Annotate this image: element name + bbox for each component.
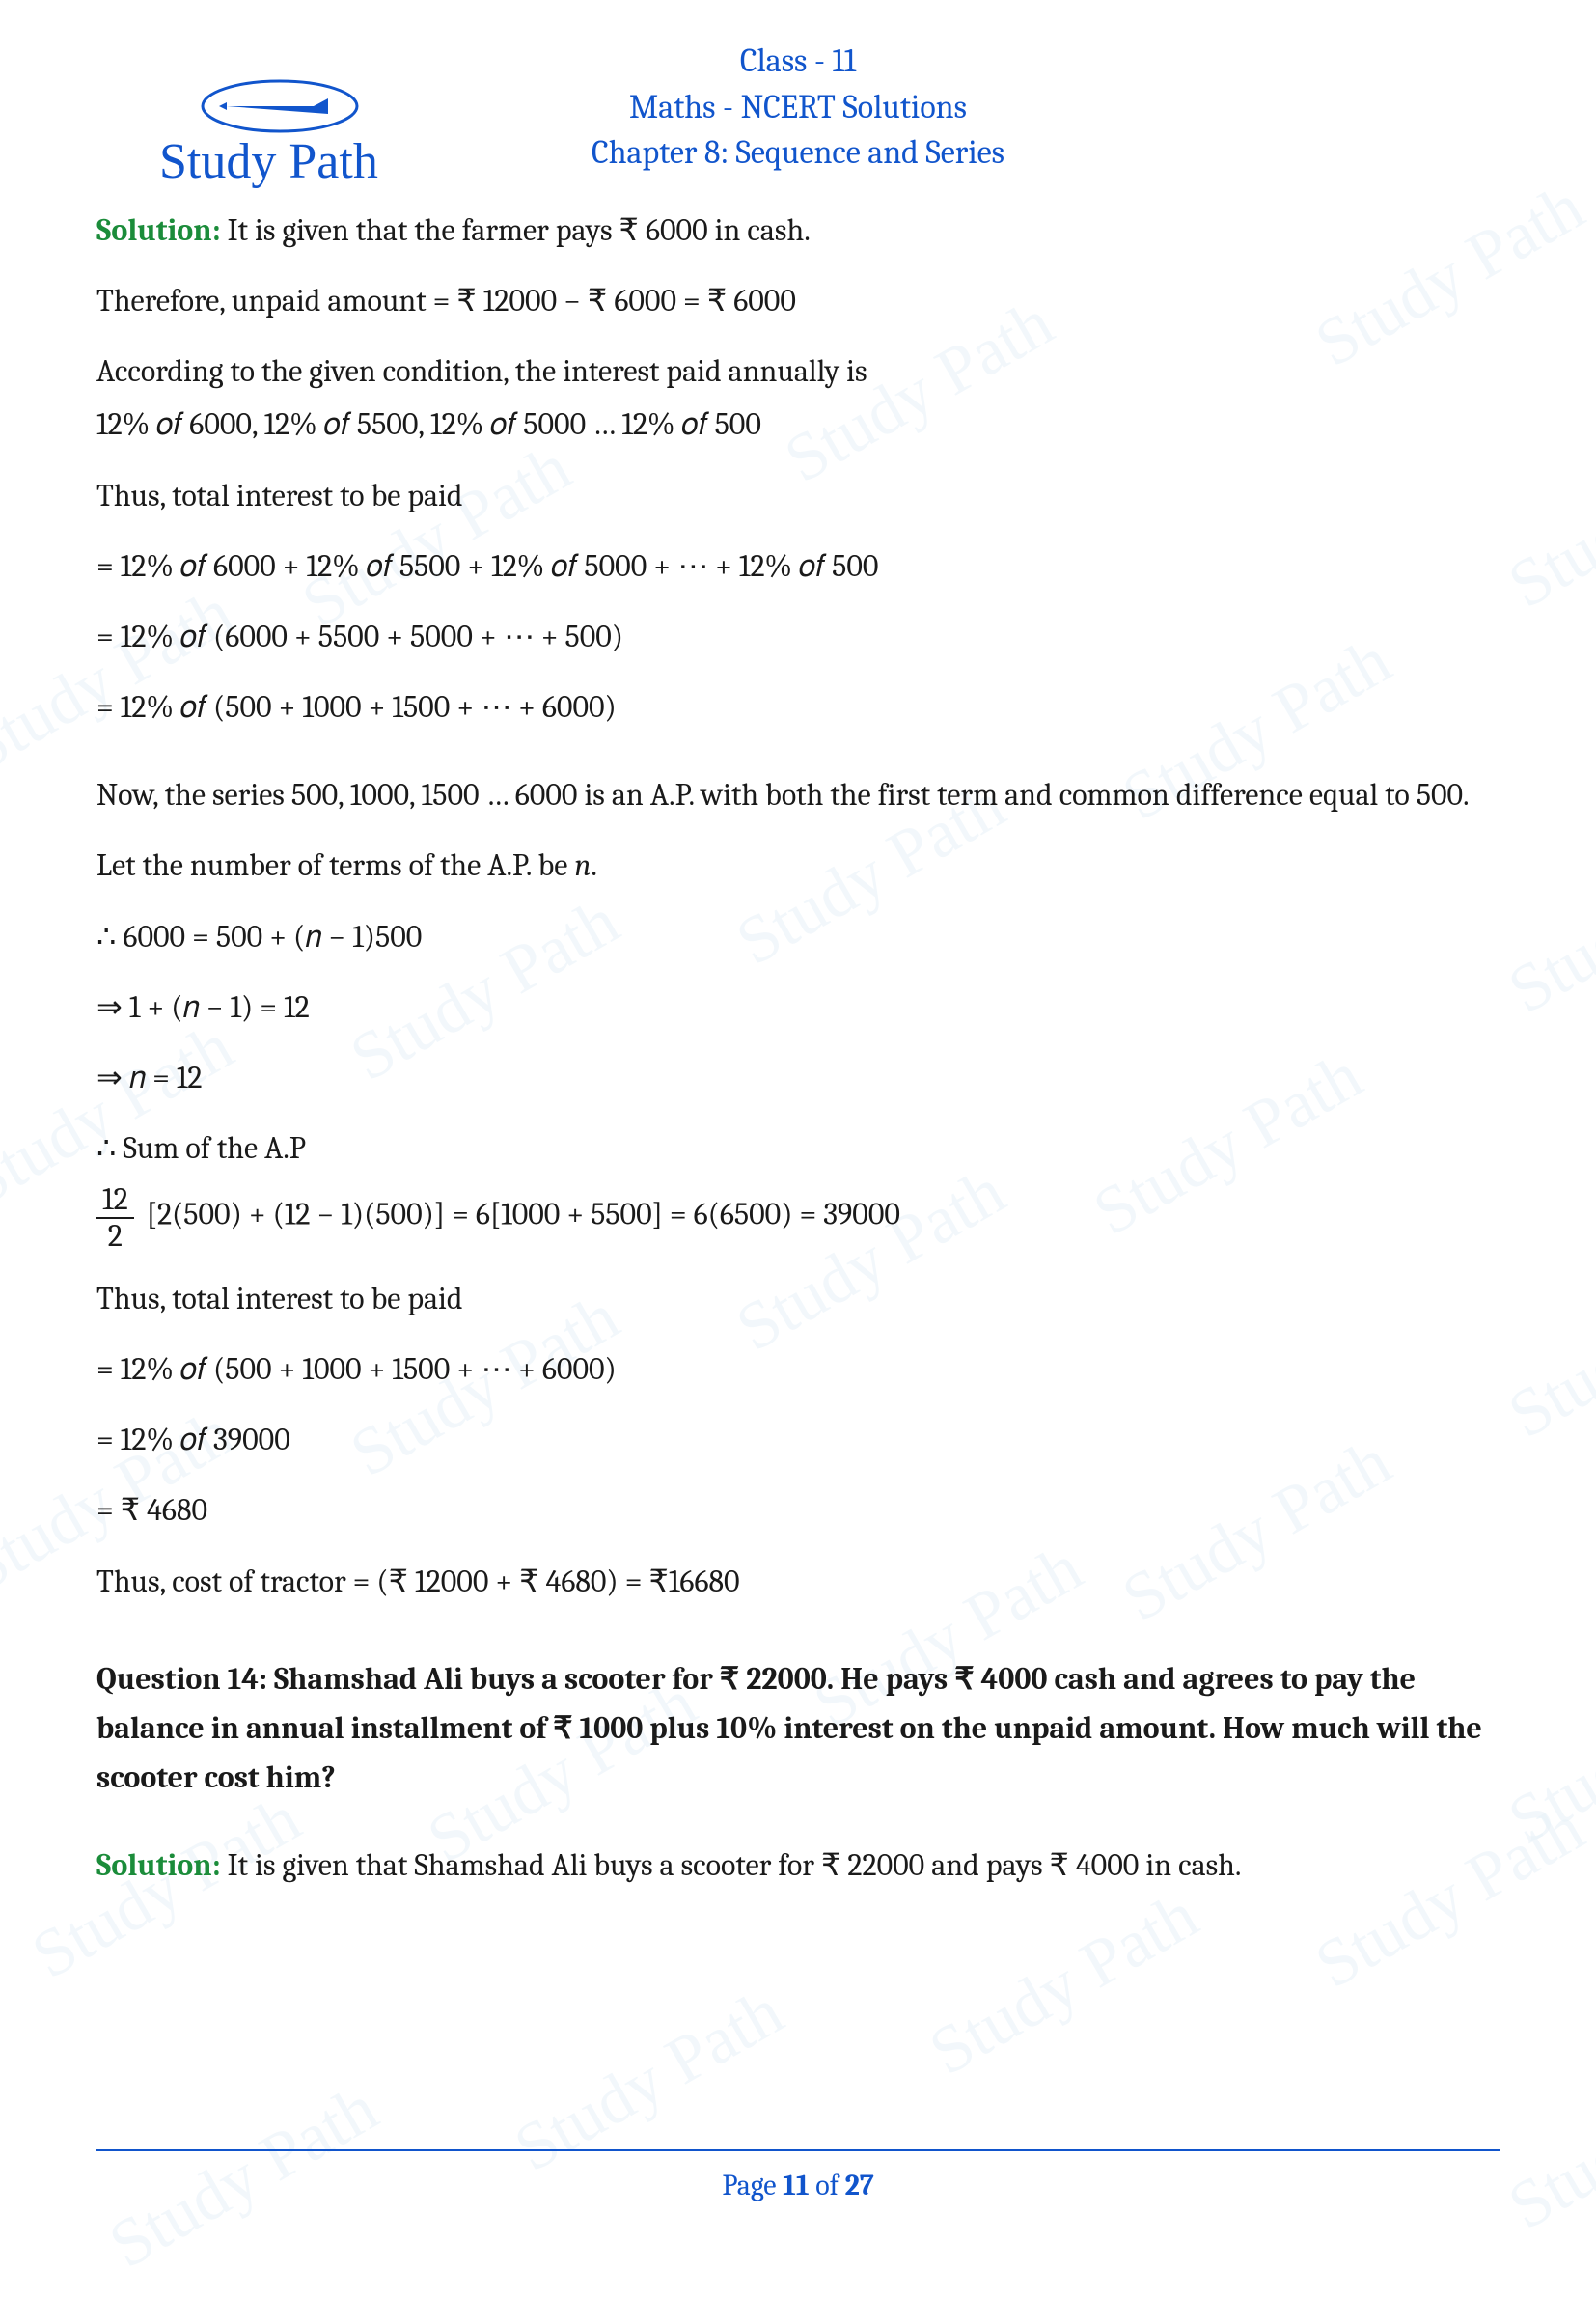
text-line: Let the number of terms of the A.P. be n…: [96, 841, 1500, 890]
fraction: 12 2: [96, 1182, 134, 1252]
watermark: Study Path: [1488, 802, 1596, 1043]
watermark: Study Path: [1488, 2018, 1596, 2259]
math-line: = 12% 𝑜𝑓 (500 + 1000 + 1500 + ⋯ + 6000): [96, 682, 1500, 732]
math-line: ⇒ 𝑛 = 12: [96, 1053, 1500, 1102]
math-line: = 12% 𝑜𝑓 (6000 + 5500 + 5000 + ⋯ + 500): [96, 612, 1500, 661]
text-line: Therefore, unpaid amount = ₹ 12000 − ₹ 6…: [96, 276, 1500, 325]
text: .: [591, 847, 597, 883]
text-line: Thus, cost of tractor = (₹ 12000 + ₹ 468…: [96, 1557, 1500, 1606]
text-line: According to the given condition, the in…: [96, 346, 1500, 396]
text-line: Now, the series 500, 1000, 1500 … 6000 i…: [96, 770, 1500, 819]
page-footer: Page 11 of 27: [0, 2149, 1596, 2209]
text-line: Thus, total interest to be paid: [96, 471, 1500, 520]
math-line: ∴ 6000 = 500 + (𝑛 − 1)500: [96, 912, 1500, 961]
logo: Study Path: [159, 68, 381, 179]
page-current: 11: [783, 2169, 809, 2202]
denominator: 2: [96, 1219, 134, 1253]
math-rest: [2(500) + (12 − 1)(500)] = 6[1000 + 5500…: [147, 1197, 900, 1232]
watermark: Study Path: [909, 1864, 1218, 2105]
math-line: ⇒ 1 + (𝑛 − 1) = 12: [96, 983, 1500, 1032]
var-n: n: [574, 847, 591, 883]
page-total: 27: [845, 2169, 874, 2202]
math-line: = 12% 𝑜𝑓 39000: [96, 1415, 1500, 1464]
text: It is given that Shamshad Ali buys a sco…: [228, 1847, 1242, 1883]
text-line: ∴ Sum of the A.P: [96, 1123, 1500, 1173]
solution-line: Solution: It is given that Shamshad Ali …: [96, 1841, 1500, 1890]
solution-label: Solution:: [96, 212, 221, 248]
text-line: = ₹ 4680: [96, 1485, 1500, 1535]
page-prefix: Page: [722, 2169, 783, 2202]
page-of: of: [810, 2169, 845, 2202]
math-line: = 12% 𝑜𝑓 6000 + 12% 𝑜𝑓 5500 + 12% 𝑜𝑓 500…: [96, 541, 1500, 591]
solution-label: Solution:: [96, 1847, 221, 1883]
text: It is given that the farmer pays ₹ 6000 …: [228, 212, 811, 248]
watermark: Study Path: [1488, 1227, 1596, 1468]
math-line: = 12% 𝑜𝑓 (500 + 1000 + 1500 + ⋯ + 6000): [96, 1344, 1500, 1394]
text: Let the number of terms of the A.P. be: [96, 847, 574, 883]
text-line: Thus, total interest to be paid: [96, 1274, 1500, 1323]
logo-text: Study Path: [159, 122, 378, 202]
question-14: Question 14: Shamshad Ali buys a scooter…: [96, 1654, 1500, 1803]
body-text: Solution: It is given that the farmer pa…: [96, 206, 1500, 1891]
footer-rule: [96, 2149, 1500, 2151]
solution-line: Solution: It is given that the farmer pa…: [96, 206, 1500, 255]
math-line: 12% 𝑜𝑓 6000, 12% 𝑜𝑓 5500, 12% 𝑜𝑓 5000 … …: [96, 400, 1500, 449]
math-line: 12 2 [2(500) + (12 − 1)(500)] = 6[1000 +…: [96, 1182, 1500, 1252]
watermark: Study Path: [1488, 397, 1596, 638]
footer-text: Page 11 of 27: [0, 2163, 1596, 2209]
watermark: Study Path: [1488, 1632, 1596, 1873]
numerator: 12: [96, 1182, 134, 1218]
